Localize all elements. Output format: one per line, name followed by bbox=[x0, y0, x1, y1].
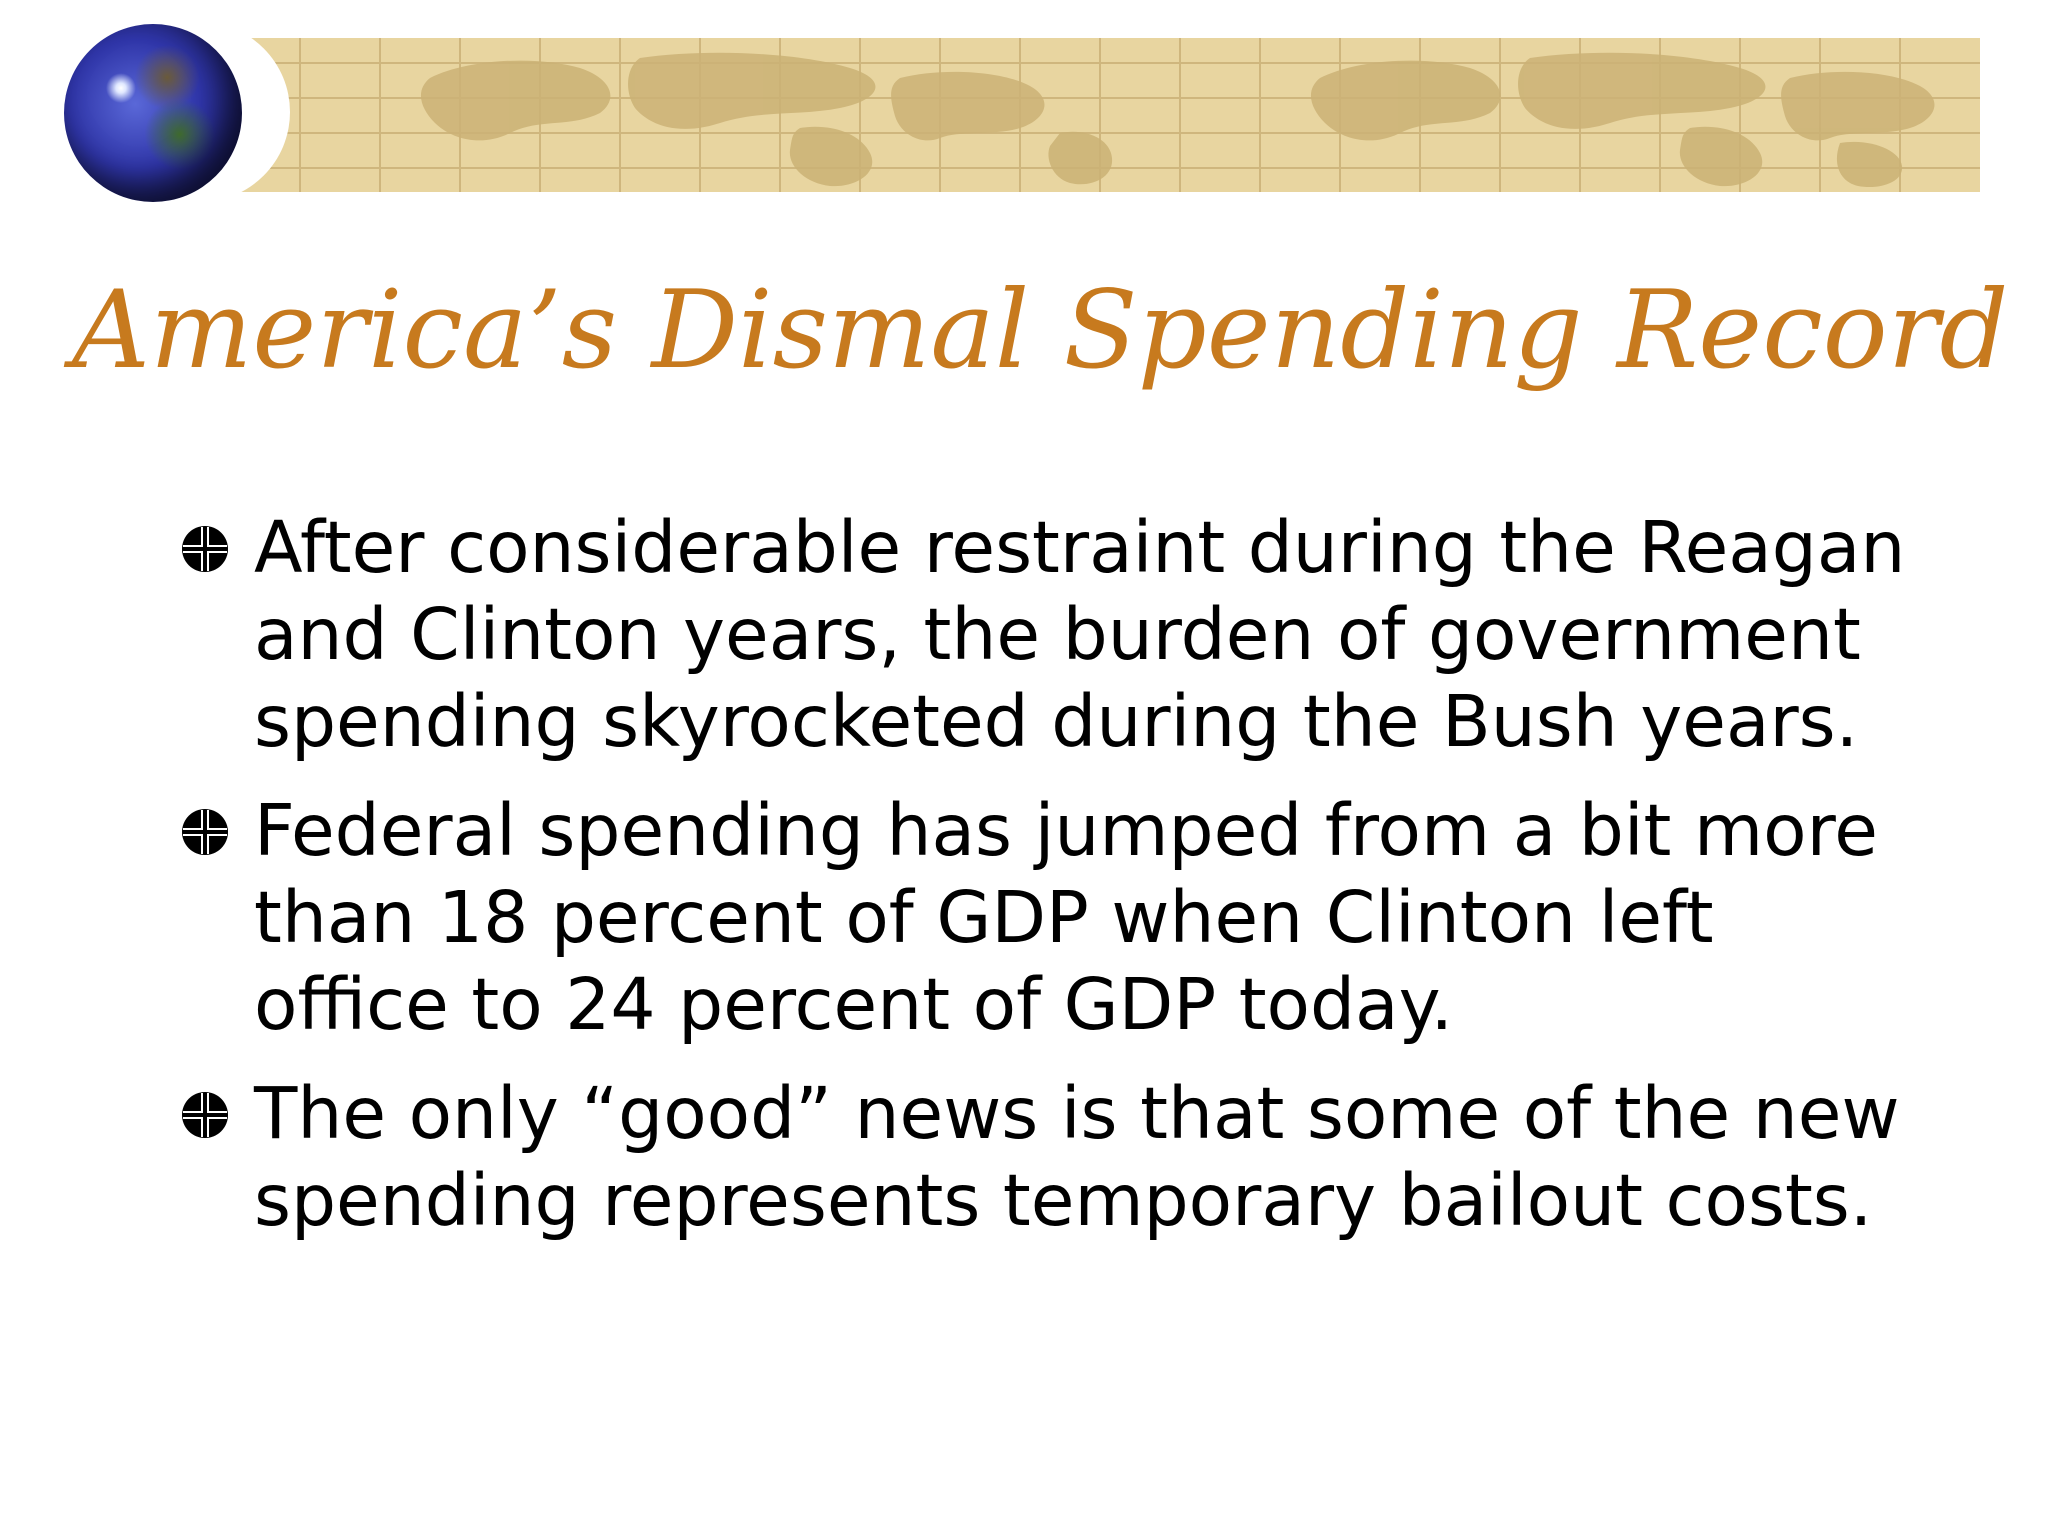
circle-cross-bullet-icon bbox=[182, 1092, 228, 1138]
circle-cross-bullet-icon bbox=[182, 526, 228, 572]
slide-title: America’s Dismal Spending Record bbox=[72, 268, 2009, 393]
circle-cross-bullet-icon bbox=[182, 809, 228, 855]
bullet-text: Federal spending has jumped from a bit m… bbox=[254, 789, 1878, 1046]
bullet-item: After considerable restraint during the … bbox=[180, 504, 1920, 765]
globe-icon bbox=[64, 24, 242, 202]
bullet-text: The only “good” news is that some of the… bbox=[254, 1072, 1900, 1242]
bullet-text: After considerable restraint during the … bbox=[254, 506, 1906, 763]
world-map-banner bbox=[240, 38, 1980, 192]
bullet-item: Federal spending has jumped from a bit m… bbox=[180, 787, 1920, 1048]
bullet-list: After considerable restraint during the … bbox=[180, 504, 1920, 1266]
map-grid bbox=[240, 38, 1980, 192]
bullet-item: The only “good” news is that some of the… bbox=[180, 1070, 1920, 1244]
